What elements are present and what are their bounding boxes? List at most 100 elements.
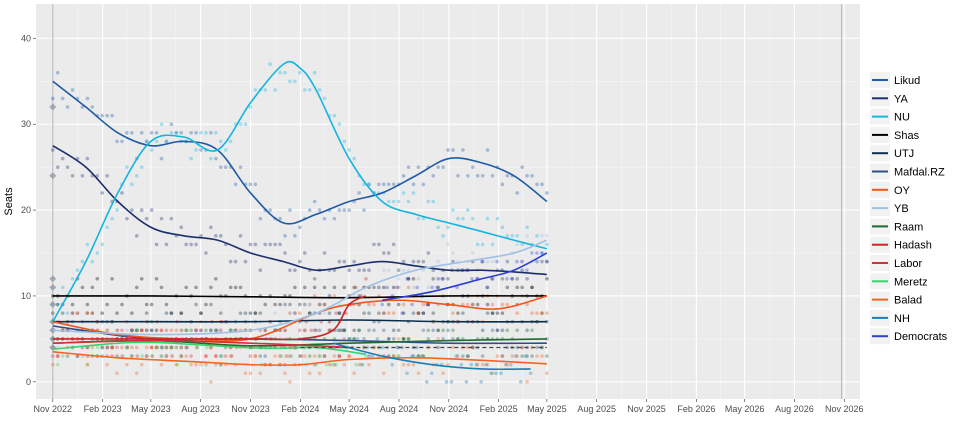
poll-point [125,362,129,367]
poll-point [317,302,322,307]
poll-point [288,302,292,307]
poll-point [337,354,342,358]
poll-point [159,285,164,290]
poll-point [426,328,431,333]
poll-point [545,234,549,238]
initial-markers [49,103,57,351]
poll-point [530,251,534,255]
poll-point [258,354,263,358]
poll-point [485,302,490,307]
poll-point [258,268,263,272]
poll-point [505,173,510,178]
poll-point [396,337,401,341]
poll-point [357,268,361,272]
poll-point [204,251,208,255]
poll-point [110,345,114,350]
poll-point [90,311,95,315]
poll-point [134,345,139,350]
poll-point [317,208,322,212]
poll-point [332,113,337,118]
poll-point [367,182,371,187]
poll-point [144,328,149,333]
poll-point [144,139,149,144]
poll-point [150,354,155,358]
poll-point [451,328,455,333]
poll-point [485,311,490,315]
poll-point [263,354,268,358]
poll-point [283,234,287,238]
poll-point [500,311,505,315]
poll-point [411,362,416,367]
poll-point [189,354,193,358]
poll-point [105,362,109,367]
poll-point [431,328,436,333]
poll-point [194,285,198,290]
poll-point [179,311,184,315]
poll-point [110,345,115,350]
poll-point [406,276,411,281]
poll-point [500,276,505,281]
trend-line-likud [52,80,548,225]
poll-point [160,345,164,350]
poll-point [459,362,464,367]
poll-point [391,285,396,290]
poll-point [169,328,174,333]
poll-point [421,182,426,187]
poll-point [273,302,277,307]
poll-point [299,354,304,358]
poll-point [278,242,282,247]
poll-point [238,234,243,238]
poll-point [55,362,60,367]
poll-point [125,345,129,350]
poll-point [485,148,490,152]
poll-point [490,259,495,264]
x-tick-label: Feb 2023 [84,404,122,414]
poll-point [380,302,384,307]
poll-point [391,182,396,187]
poll-point [535,182,539,187]
poll-point [372,242,376,247]
poll-point [475,302,480,307]
poll-point [214,328,218,333]
poll-point [322,311,327,315]
poll-point [199,311,203,315]
poll-point [416,311,421,315]
poll-point [515,191,520,195]
poll-point [85,362,90,367]
poll-point [194,131,198,135]
poll-point [194,328,198,333]
poll-point [520,259,524,264]
poll-point [184,354,188,358]
poll-point [75,311,80,315]
poll-point [485,259,490,264]
poll-point [401,337,406,341]
poll-point [386,337,391,341]
poll-point [337,328,342,333]
poll-point [70,173,75,178]
poll-point [382,311,386,315]
y-tick-label: 10 [21,291,31,301]
poll-point [228,139,233,144]
poll-point [435,285,439,290]
legend-item-utj: UTJ [870,145,914,162]
poll-point [364,354,368,358]
poll-point [510,276,514,281]
legend-item-nu: NU [870,108,910,125]
poll-point [490,311,495,315]
poll-point [489,371,493,376]
poll-point [209,345,213,350]
poll-point [525,328,529,333]
poll-point [223,148,228,152]
poll-point [139,165,144,169]
poll-point [322,251,327,255]
poll-point [50,96,55,101]
poll-point [228,259,233,264]
poll-point [312,70,317,75]
poll-point [154,345,159,350]
poll-point [307,311,312,315]
poll-point [441,371,445,376]
poll-point [189,242,193,247]
poll-point [253,311,258,315]
poll-point [140,354,145,358]
poll-point [100,191,105,195]
